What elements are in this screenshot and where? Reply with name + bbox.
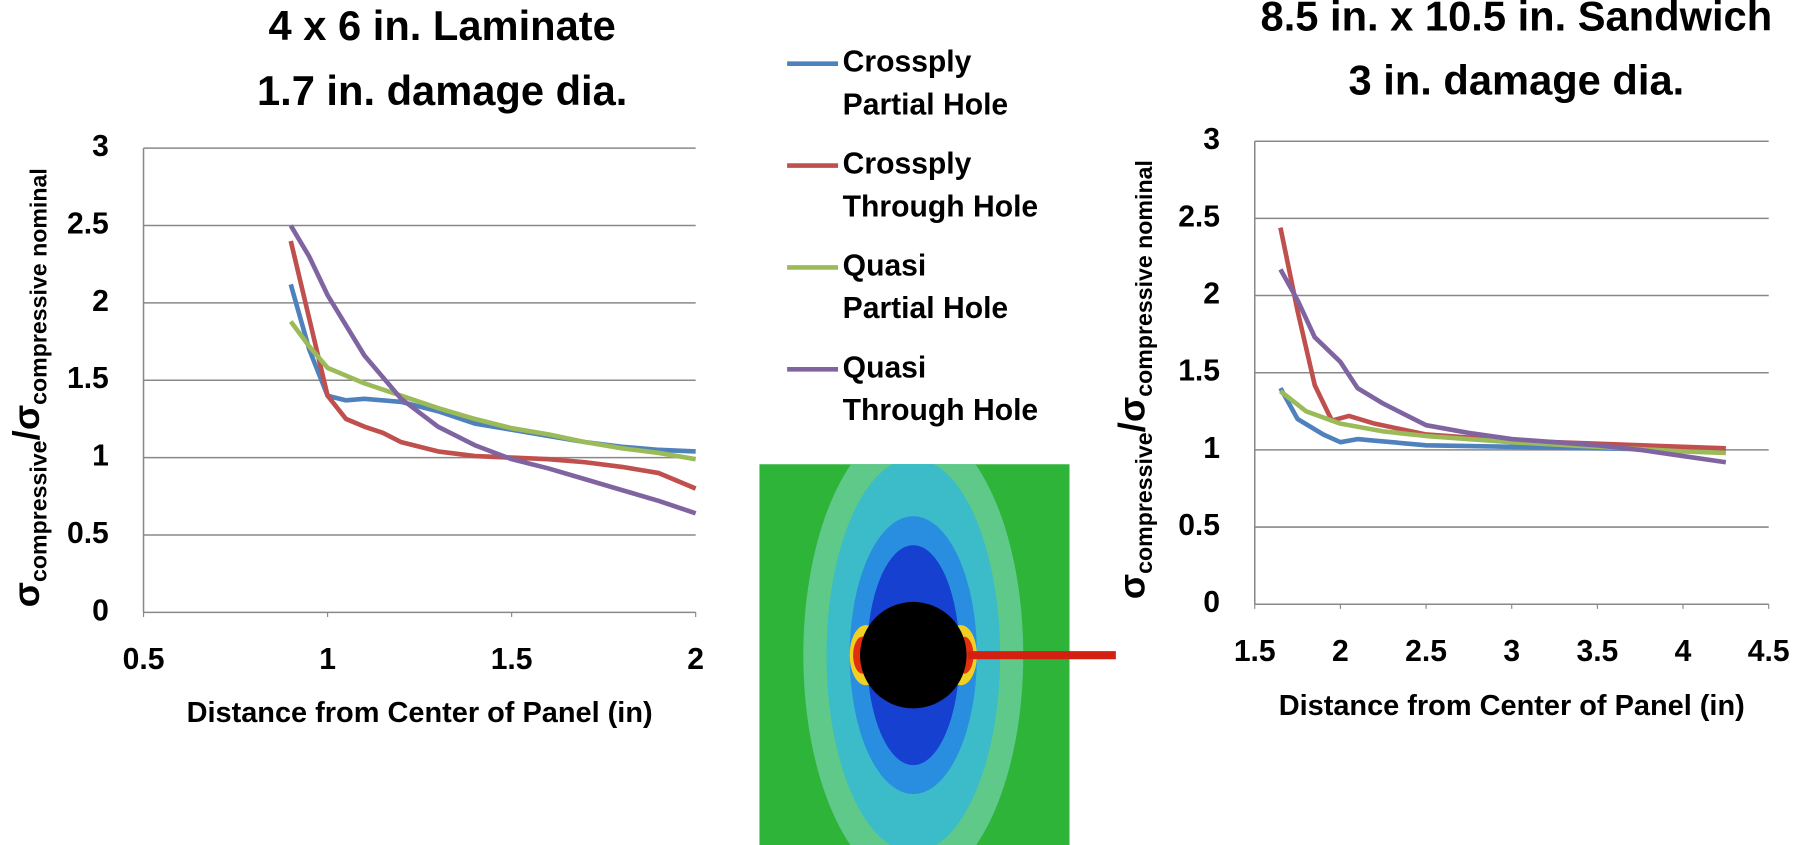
- x-tick-label: 2: [1332, 635, 1349, 668]
- y-tick-label: 2: [92, 285, 109, 318]
- x-tick-label: 3: [1503, 635, 1520, 668]
- y-tick-label: 3: [92, 130, 109, 163]
- x-tick-label: 4: [1675, 635, 1692, 668]
- y-axis-label-symbol: /σ: [5, 405, 47, 441]
- chart-title: 8.5 in. x 10.5 in. Sandwich: [1261, 0, 1773, 40]
- y-axis-label: σcompressive/σcompressive nominal: [5, 168, 52, 607]
- chart: 4 x 6 in. Laminate 1.7 in. damage dia. 0 0.…: [5, 2, 704, 729]
- x-tick-label: 2: [687, 643, 704, 676]
- line: [1278, 227, 1726, 451]
- x-tick-label: 4.5: [1748, 635, 1790, 668]
- x-tick-label: 0.5: [123, 643, 165, 676]
- legend-label: Quasi Through Hole: [843, 351, 1038, 427]
- y-tick-label: 1: [1203, 432, 1220, 465]
- chart: 8.5 in. x 10.5 in. Sandwich 3 in. damage …: [1110, 0, 1789, 722]
- line: [288, 283, 696, 454]
- line: [288, 240, 697, 491]
- legend-label: Crossply Through Hole: [843, 147, 1038, 223]
- y-axis-label-subscript: compressive nominal: [26, 168, 52, 405]
- legend-label: Crossply Partial Hole: [843, 46, 1009, 122]
- x-tick-label: 1.5: [1234, 635, 1276, 668]
- y-tick-label: 0.5: [1178, 509, 1220, 542]
- y-tick-label: 1.5: [67, 362, 109, 395]
- chart-title: 1.7 in. damage dia.: [257, 67, 627, 114]
- line: [288, 320, 697, 462]
- y-tick-label: 0.5: [67, 517, 109, 550]
- y-axis-label-symbol: σ: [1110, 574, 1152, 599]
- y-tick-label: 2.5: [1178, 200, 1220, 233]
- x-tick-label: 2.5: [1405, 635, 1447, 668]
- chart-title: 3 in. damage dia.: [1349, 56, 1685, 103]
- y-tick-label: 2: [1203, 278, 1220, 311]
- chart-title: 4 x 6 in. Laminate: [269, 2, 616, 49]
- y-tick-label: 3: [1203, 123, 1220, 156]
- y-axis-label-subscript: compressive: [26, 440, 52, 582]
- y-axis-label-symbol: σ: [5, 582, 47, 607]
- legend-label: Quasi Partial Hole: [843, 249, 1009, 325]
- x-tick-label: 1: [319, 643, 336, 676]
- y-axis-label-symbol: /σ: [1110, 397, 1152, 433]
- y-tick-label: 0: [92, 594, 109, 627]
- y-axis-label: σcompressive/σcompressive nominal: [1110, 160, 1157, 599]
- fea-image: [759, 464, 1070, 845]
- hole: [860, 601, 967, 709]
- y-tick-label: 1.5: [1178, 355, 1220, 388]
- y-axis-label-subscript: compressive: [1131, 432, 1157, 574]
- legend: Crossply Partial Hole Crossply Through Hole…: [787, 46, 1038, 427]
- y-axis-label-subscript: compressive nominal: [1131, 160, 1157, 397]
- x-tick-label: 1.5: [491, 643, 533, 676]
- y-tick-label: 2.5: [67, 207, 109, 240]
- x-axis-label: Distance from Center of Panel (in): [1279, 690, 1745, 722]
- y-tick-label: 1: [92, 440, 109, 473]
- x-axis-label: Distance from Center of Panel (in): [187, 697, 653, 729]
- y-tick-label: 0: [1203, 586, 1220, 619]
- line: [1278, 268, 1727, 465]
- x-tick-label: 3.5: [1576, 635, 1618, 668]
- line: [288, 224, 697, 516]
